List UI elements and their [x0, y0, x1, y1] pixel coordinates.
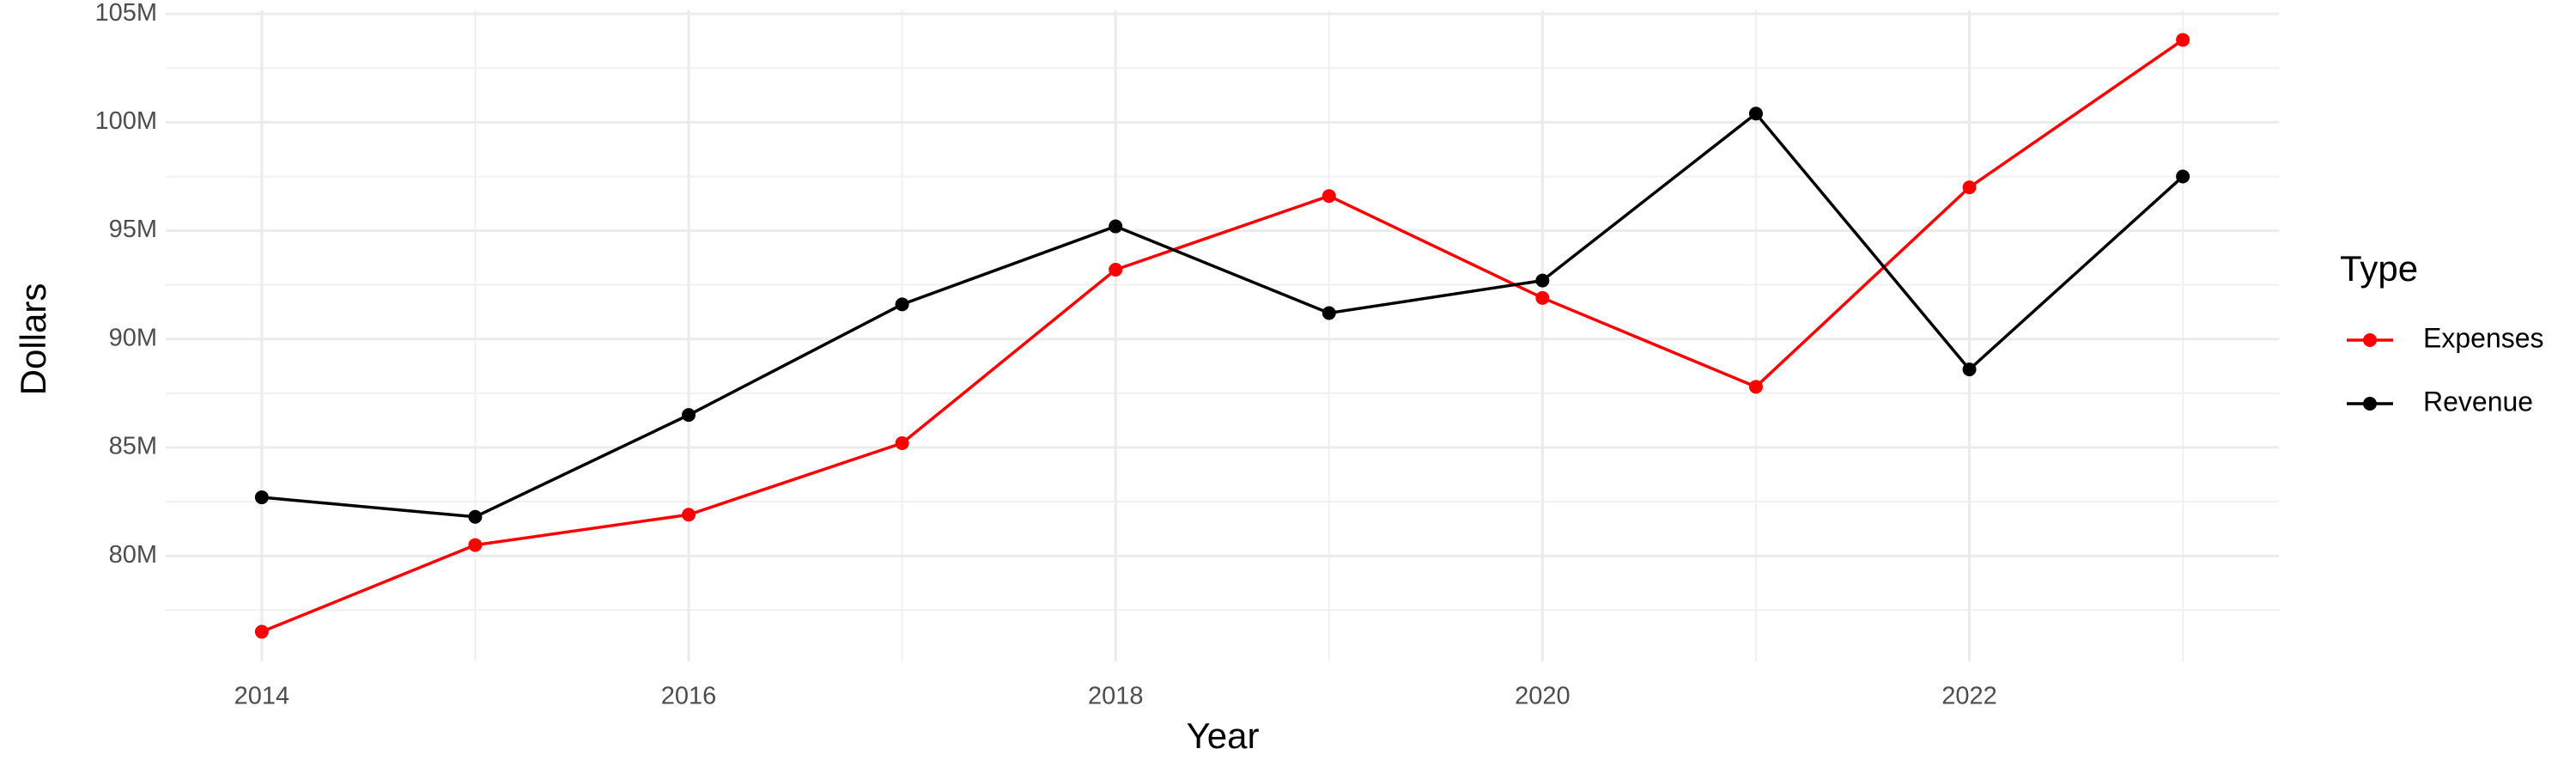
data-point — [1109, 263, 1123, 277]
y-tick-label: 90M — [109, 324, 157, 351]
data-point — [1962, 180, 1977, 195]
data-point — [895, 297, 909, 312]
y-tick-label: 80M — [109, 541, 157, 569]
y-tick-label: 95M — [109, 216, 157, 243]
x-tick-label: 2022 — [1941, 683, 1997, 710]
y-tick-label: 100M — [94, 107, 157, 135]
data-point — [254, 624, 269, 639]
data-point — [1748, 380, 1763, 394]
data-point — [468, 538, 483, 552]
data-point — [1321, 306, 1336, 320]
data-point — [468, 509, 483, 524]
legend-key-point — [2363, 397, 2377, 411]
data-point — [254, 490, 269, 505]
x-axis-title: Year — [1187, 715, 1260, 756]
series-line — [261, 111, 2184, 519]
legend-label: Revenue — [2423, 386, 2533, 417]
data-point — [1109, 219, 1123, 234]
data-point — [1748, 107, 1763, 121]
data-point — [1535, 290, 1550, 305]
data-point — [2176, 169, 2190, 184]
data-point — [1535, 273, 1550, 288]
x-tick-label: 2016 — [661, 683, 717, 710]
legend-label: Expenses — [2423, 322, 2544, 353]
data-point — [682, 508, 696, 522]
data-point — [1962, 362, 1977, 377]
data-point — [895, 435, 909, 450]
legend-title: Type — [2340, 248, 2418, 289]
series-line — [261, 39, 2184, 634]
data-point — [682, 408, 696, 423]
y-tick-label: 105M — [94, 0, 157, 27]
y-tick-label: 85M — [109, 433, 157, 460]
x-tick-label: 2014 — [234, 683, 290, 710]
x-tick-label: 2018 — [1088, 683, 1144, 710]
legend-key-point — [2363, 333, 2377, 347]
y-axis-title: Dollars — [13, 283, 53, 396]
x-tick-label: 2020 — [1515, 683, 1571, 710]
data-point — [2176, 33, 2190, 47]
data-point — [1321, 189, 1336, 204]
